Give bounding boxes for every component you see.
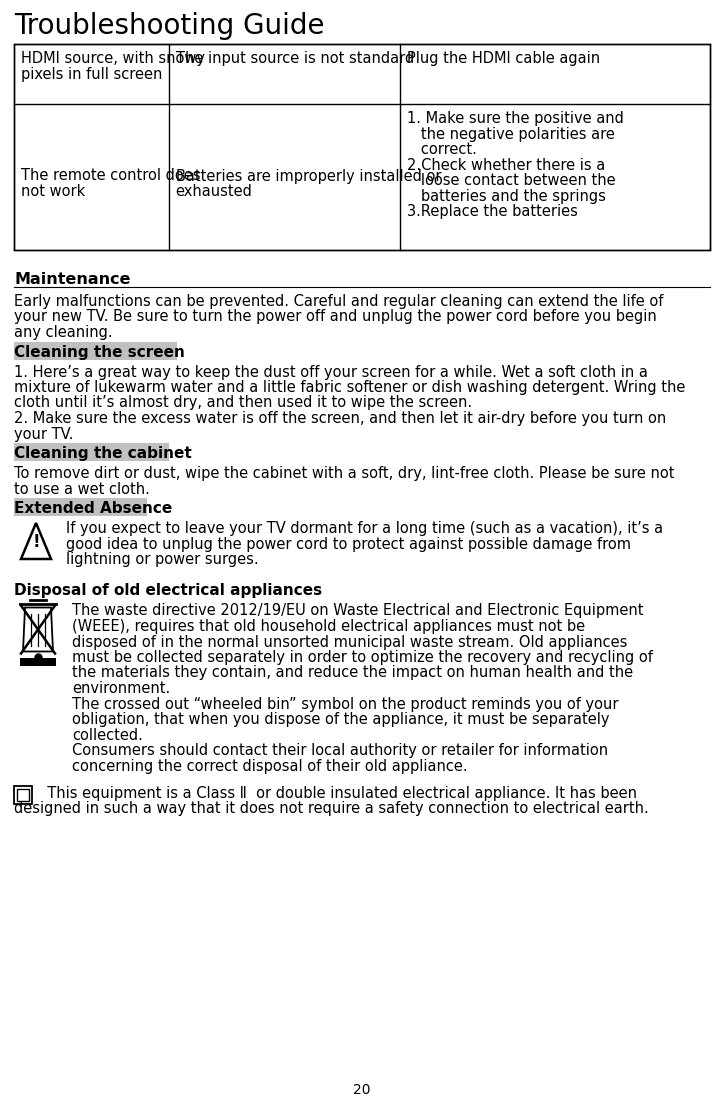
Text: loose contact between the: loose contact between the — [408, 173, 616, 188]
Text: lightning or power surges.: lightning or power surges. — [66, 552, 258, 567]
Text: The input source is not standard: The input source is not standard — [175, 51, 413, 66]
Polygon shape — [23, 607, 53, 652]
Text: to use a wet cloth.: to use a wet cloth. — [14, 481, 150, 496]
Bar — [14, 44, 710, 250]
Text: concerning the correct disposal of their old appliance.: concerning the correct disposal of their… — [72, 758, 468, 774]
Text: HDMI source, with snowy: HDMI source, with snowy — [21, 51, 205, 66]
Text: If you expect to leave your TV dormant for a long time (such as a vacation), it’: If you expect to leave your TV dormant f… — [66, 522, 663, 536]
Text: Early malfunctions can be prevented. Careful and regular cleaning can extend the: Early malfunctions can be prevented. Car… — [14, 294, 663, 309]
Text: The crossed out “wheeled bin” symbol on the product reminds you of your: The crossed out “wheeled bin” symbol on … — [72, 696, 618, 712]
Text: designed in such a way that it does not require a safety connection to electrica: designed in such a way that it does not … — [14, 802, 649, 816]
Text: This equipment is a Class Ⅱ  or double insulated electrical appliance. It has be: This equipment is a Class Ⅱ or double in… — [38, 786, 637, 801]
Text: the materials they contain, and reduce the impact on human health and the: the materials they contain, and reduce t… — [72, 665, 633, 681]
Text: good idea to unplug the power cord to protect against possible damage from: good idea to unplug the power cord to pr… — [66, 536, 631, 552]
Text: cloth until it’s almost dry, and then used it to wipe the screen.: cloth until it’s almost dry, and then us… — [14, 396, 472, 410]
Text: (WEEE), requires that old household electrical appliances must not be: (WEEE), requires that old household elec… — [72, 619, 585, 634]
Text: Batteries are improperly installed or: Batteries are improperly installed or — [175, 169, 441, 183]
Text: collected.: collected. — [72, 727, 143, 743]
Polygon shape — [21, 523, 51, 559]
Text: not work: not work — [21, 183, 85, 199]
Text: Disposal of old electrical appliances: Disposal of old electrical appliances — [14, 584, 322, 598]
Text: pixels in full screen: pixels in full screen — [21, 67, 162, 81]
Text: correct.: correct. — [408, 142, 477, 157]
Text: batteries and the springs: batteries and the springs — [408, 189, 606, 203]
Text: Extended Absence: Extended Absence — [14, 502, 172, 516]
Text: your TV.: your TV. — [14, 427, 74, 441]
Bar — [20, 657, 56, 665]
Text: must be collected separately in order to optimize the recovery and recycling of: must be collected separately in order to… — [72, 651, 653, 665]
Text: any cleaning.: any cleaning. — [14, 325, 113, 340]
Text: disposed of in the normal unsorted municipal waste stream. Old appliances: disposed of in the normal unsorted munic… — [72, 635, 628, 649]
Text: Cleaning the cabinet: Cleaning the cabinet — [14, 446, 192, 461]
Text: The waste directive 2012/19/EU on Waste Electrical and Electronic Equipment: The waste directive 2012/19/EU on Waste … — [72, 604, 644, 618]
Text: the negative polarities are: the negative polarities are — [408, 127, 615, 141]
Text: 1. Here’s a great way to keep the dust off your screen for a while. Wet a soft c: 1. Here’s a great way to keep the dust o… — [14, 365, 648, 379]
Bar — [14, 786, 32, 804]
Text: mixture of lukewarm water and a little fabric softener or dish washing detergent: mixture of lukewarm water and a little f… — [14, 380, 686, 395]
Text: Consumers should contact their local authority or retailer for information: Consumers should contact their local aut… — [72, 743, 608, 758]
Text: your new TV. Be sure to turn the power off and unplug the power cord before you : your new TV. Be sure to turn the power o… — [14, 309, 657, 325]
Text: obligation, that when you dispose of the appliance, it must be separately: obligation, that when you dispose of the… — [72, 712, 610, 727]
Bar — [14, 341, 177, 359]
Text: !: ! — [32, 533, 40, 552]
Text: 20: 20 — [353, 1083, 371, 1098]
Text: 1. Make sure the positive and: 1. Make sure the positive and — [408, 111, 624, 126]
Text: Cleaning the screen: Cleaning the screen — [14, 345, 185, 359]
Text: The remote control does: The remote control does — [21, 169, 201, 183]
Bar — [17, 790, 29, 801]
Text: Maintenance: Maintenance — [14, 272, 130, 287]
Text: Plug the HDMI cable again: Plug the HDMI cable again — [408, 51, 600, 66]
Bar — [14, 443, 169, 461]
Text: 3.Replace the batteries: 3.Replace the batteries — [408, 203, 578, 219]
Text: environment.: environment. — [72, 681, 170, 696]
Text: To remove dirt or dust, wipe the cabinet with a soft, dry, lint-free cloth. Plea: To remove dirt or dust, wipe the cabinet… — [14, 466, 675, 481]
Text: Troubleshooting Guide: Troubleshooting Guide — [14, 12, 324, 40]
Bar — [14, 498, 147, 516]
Text: exhausted: exhausted — [175, 183, 253, 199]
Text: 2. Make sure the excess water is off the screen, and then let it air-dry before : 2. Make sure the excess water is off the… — [14, 411, 666, 426]
Text: 2.Check whether there is a: 2.Check whether there is a — [408, 158, 605, 172]
